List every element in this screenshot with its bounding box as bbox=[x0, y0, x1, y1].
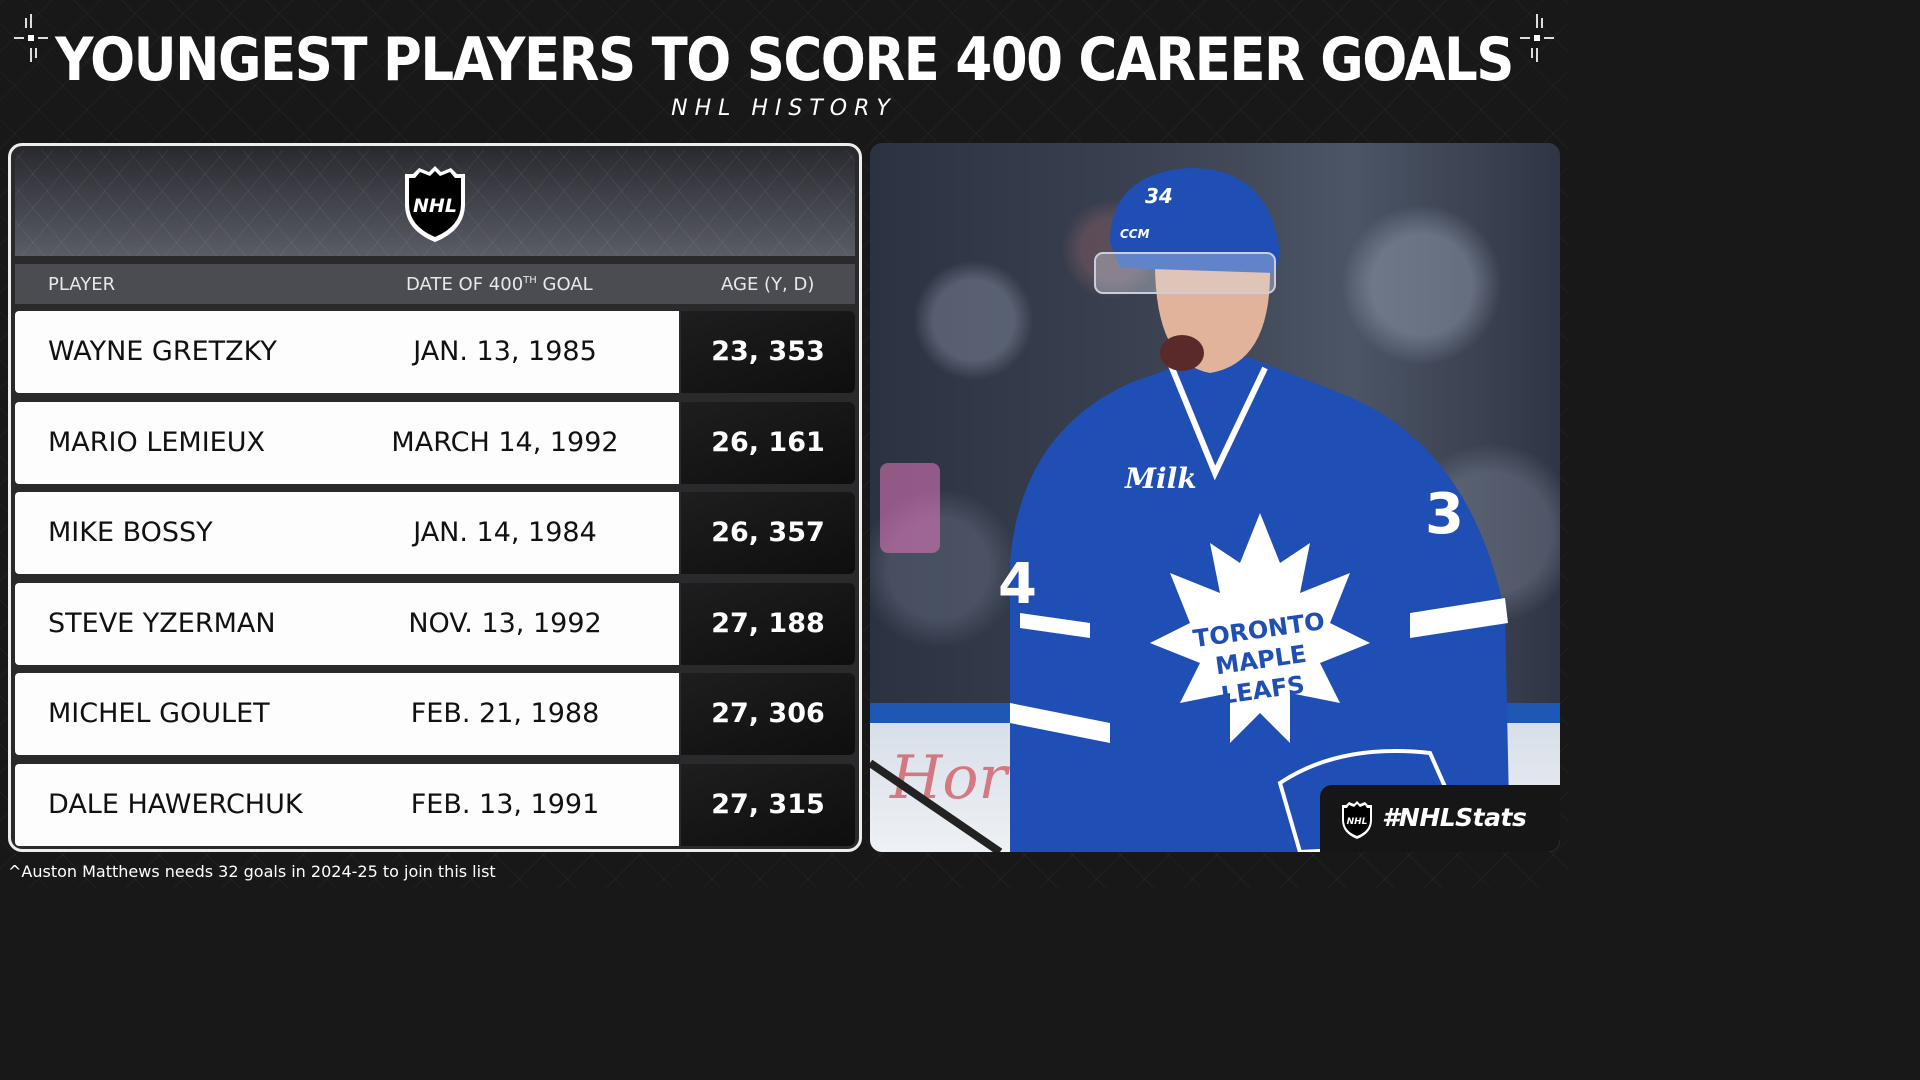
table-row: MARIO LEMIEUX MARCH 14, 1992 26, 161 bbox=[15, 402, 855, 484]
corner-ornament-icon bbox=[1520, 14, 1554, 62]
player-age: 26, 357 bbox=[681, 492, 855, 574]
player-age: 27, 306 bbox=[681, 673, 855, 755]
table-row: WAYNE GRETZKY JAN. 13, 1985 23, 353 bbox=[15, 311, 855, 393]
page-subtitle: NHL HISTORY bbox=[671, 96, 897, 121]
table-row: MIKE BOSSY JAN. 14, 1984 26, 357 bbox=[15, 492, 855, 574]
svg-text:34: 34 bbox=[1145, 184, 1173, 208]
column-header-date: DATE OF 400TH GOAL bbox=[406, 274, 593, 295]
svg-text:CCM: CCM bbox=[1120, 227, 1150, 241]
svg-text:NHL: NHL bbox=[1347, 817, 1368, 827]
column-header-player: PLAYER bbox=[48, 274, 116, 295]
goal-date: NOV. 13, 1992 bbox=[408, 608, 602, 639]
player-name: STEVE YZERMAN bbox=[48, 608, 276, 639]
table-row: DALE HAWERCHUK FEB. 13, 1991 27, 315 bbox=[15, 764, 855, 846]
table-row: STEVE YZERMAN NOV. 13, 1992 27, 188 bbox=[15, 583, 855, 665]
svg-text:3: 3 bbox=[1425, 482, 1464, 547]
player-name: MARIO LEMIEUX bbox=[48, 427, 266, 458]
goal-date: MARCH 14, 1992 bbox=[391, 427, 619, 458]
hashtag-text: #NHLStats bbox=[1382, 803, 1527, 832]
player-photo: Hortons 34 CCM TORONTO MAPLE LEAFS Milk … bbox=[870, 143, 1560, 852]
table-logo-band: NHL bbox=[15, 150, 855, 256]
nhl-shield-icon: NHL bbox=[405, 166, 465, 242]
goal-date: JAN. 13, 1985 bbox=[413, 336, 597, 367]
svg-text:4: 4 bbox=[998, 552, 1037, 617]
goal-date: FEB. 13, 1991 bbox=[410, 789, 600, 820]
goal-date: JAN. 14, 1984 bbox=[413, 517, 597, 548]
player-age: 27, 188 bbox=[681, 583, 855, 665]
nhl-shield-icon: NHL bbox=[1342, 801, 1372, 839]
corner-ornament-icon bbox=[14, 14, 48, 62]
player-age: 27, 315 bbox=[681, 764, 855, 846]
hashtag-badge: NHL #NHLStats bbox=[1320, 785, 1560, 852]
goal-date: FEB. 21, 1988 bbox=[410, 698, 600, 729]
player-age: 23, 353 bbox=[681, 311, 855, 393]
player-name: MICHEL GOULET bbox=[48, 698, 270, 729]
player-name: MIKE BOSSY bbox=[48, 517, 213, 548]
column-header-age: AGE (Y, D) bbox=[721, 274, 815, 295]
svg-text:Milk: Milk bbox=[1124, 462, 1197, 495]
player-illustration: 34 CCM TORONTO MAPLE LEAFS Milk 3 4 bbox=[870, 168, 1510, 852]
table-row: MICHEL GOULET FEB. 21, 1988 27, 306 bbox=[15, 673, 855, 755]
player-age: 26, 161 bbox=[681, 402, 855, 484]
svg-text:NHL: NHL bbox=[413, 195, 457, 217]
footnote: ^Auston Matthews needs 32 goals in 2024-… bbox=[8, 862, 496, 881]
page-title: YOUNGEST PLAYERS TO SCORE 400 CAREER GOA… bbox=[55, 26, 1514, 95]
player-name: DALE HAWERCHUK bbox=[48, 789, 303, 820]
player-name: WAYNE GRETZKY bbox=[48, 336, 277, 367]
table-header-row: PLAYER DATE OF 400TH GOAL AGE (Y, D) bbox=[15, 264, 855, 304]
stats-table: NHL PLAYER DATE OF 400TH GOAL AGE (Y, D)… bbox=[8, 143, 862, 852]
